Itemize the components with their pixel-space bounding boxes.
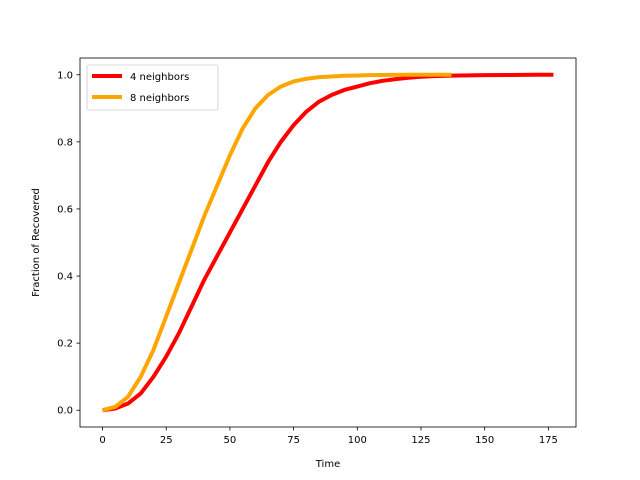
ticks-layer: 0 25 50 75 100 125 150 175 0.0 0.2 0.4 0.6 0.8 1.0 [57, 70, 558, 446]
y-tick-label: 0.8 [57, 137, 73, 148]
x-tick-label: 50 [224, 435, 237, 446]
x-tick-label: 125 [411, 435, 430, 446]
axes-frame [79, 57, 577, 428]
y-tick-label: 0.4 [57, 272, 73, 283]
y-axis-label: Fraction of Recovered [31, 188, 42, 297]
y-tick-label: 0.0 [57, 406, 73, 417]
y-tick-label: 0.6 [57, 204, 73, 215]
y-tick-label: 1.0 [57, 70, 73, 81]
x-tick-label: 25 [160, 435, 173, 446]
x-tick-label: 100 [348, 435, 367, 446]
legend-label-8-neighbors: 8 neighbors [130, 93, 189, 104]
y-tick-label: 0.2 [57, 339, 73, 350]
series-line-8-neighbors [102, 72, 452, 413]
x-tick-label: 0 [99, 435, 105, 446]
legend-label-4-neighbors: 4 neighbors [130, 72, 189, 83]
series-layer [102, 72, 554, 413]
x-tick-label: 175 [539, 435, 558, 446]
legend: 4 neighbors 8 neighbors [86, 64, 219, 111]
x-tick-label: 150 [475, 435, 494, 446]
x-axis-label: Time [315, 459, 340, 470]
x-tick-label: 75 [287, 435, 300, 446]
